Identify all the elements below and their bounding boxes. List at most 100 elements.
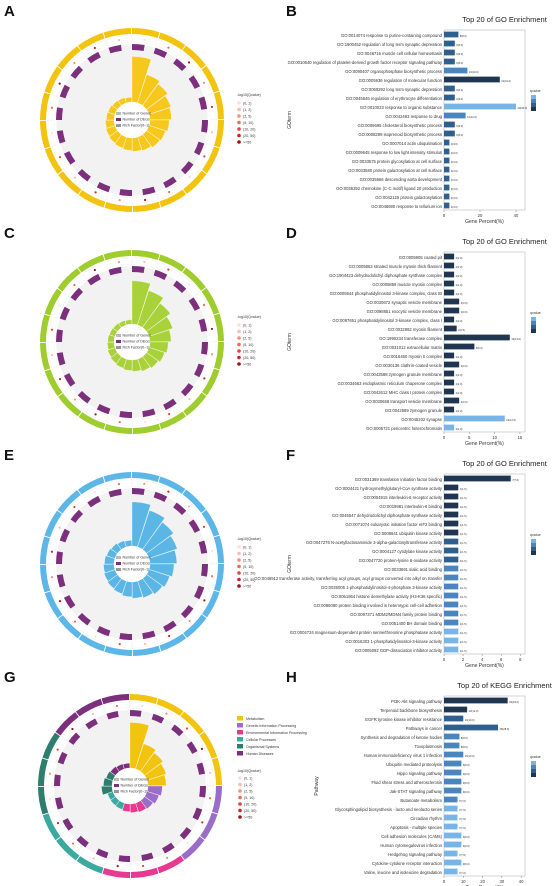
y-axis-label: GOterm	[287, 333, 293, 351]
term-label: GO:0033691 sialic acid binding	[384, 567, 443, 572]
bar-value-label: 9(9.0)	[463, 844, 470, 848]
outer-ring-segment	[103, 28, 132, 39]
term-label: Cell adhesion molecules (CAMs)	[381, 834, 442, 839]
bar	[444, 724, 498, 731]
chart-title: Top 20 of KEGG Enrichment	[457, 681, 553, 690]
outer-ring-segment	[78, 190, 106, 208]
deg-ring-segment	[63, 373, 76, 387]
term-label: GO:0035666 descending aorta development	[360, 177, 443, 182]
qvalue-dot	[118, 420, 121, 424]
bar	[444, 715, 464, 722]
bar	[444, 592, 459, 599]
outer-ring-segment	[40, 120, 51, 149]
deg-ring-segment	[194, 363, 205, 378]
deg-ring-segment	[59, 528, 70, 543]
qvalue-legend-dot	[237, 342, 241, 347]
x-axis-label: Gene Percent(%)	[465, 219, 504, 225]
bar-value-label: 1(1.5)	[460, 622, 467, 626]
outer-ring-segment	[201, 287, 220, 315]
deg-ring-segment	[87, 495, 101, 508]
bar	[444, 859, 462, 866]
deg-ring-segment	[56, 352, 66, 366]
circular-enrichment-plots: Number of Genes Number of DEGs Rich Factor…	[38, 28, 307, 878]
qvalue-dot	[58, 304, 61, 307]
qvalue-dot	[94, 413, 97, 416]
bar-value-label: 9(9.0)	[463, 772, 470, 776]
x-tick-label: 0	[443, 213, 446, 218]
bar-value-label: 2(2.0)	[456, 283, 463, 287]
bar-value-label: 3(3.0)	[451, 187, 458, 191]
bar-value-label: 8(8.0)	[460, 34, 467, 38]
qvalue-dot	[94, 191, 97, 194]
term-label: GO:0090407 organophosphate biosynthetic …	[345, 69, 442, 74]
qvalue-legend-dot	[237, 355, 241, 360]
center-legend: Number of Genes Number of DEGs Rich Factor…	[116, 112, 151, 128]
bar	[444, 706, 468, 713]
deg-ring-segment	[198, 318, 208, 332]
qvalue-legend-label: (2, 5)	[244, 789, 252, 793]
bar-value-label: 31(31.0)	[501, 79, 511, 83]
term-label: GO:0045202 synapse	[401, 417, 442, 422]
category-swatch	[237, 737, 243, 742]
deg-ring-segment	[95, 848, 109, 859]
plot-area	[443, 29, 526, 211]
deg-ring-segment	[77, 168, 91, 182]
qvalue-legend-title: -log10(Qvalue)	[237, 769, 261, 773]
term-label: Glycosphingolipid biosynthesis - lacto a…	[335, 807, 442, 812]
term-label: GO:0033580 protein galactosylation at ce…	[348, 168, 442, 173]
outer-ring-segment	[58, 171, 82, 195]
bar-value-label: 3(3.0)	[461, 364, 468, 368]
qvalue-dot	[56, 748, 59, 751]
bar-value-label: 9(9.0)	[463, 835, 470, 839]
colorbar-step	[531, 551, 536, 555]
deg-ring-segment	[56, 329, 63, 342]
qvalue-dot	[188, 619, 191, 623]
outer-ring-segment	[44, 369, 63, 397]
term-label: GO:0042589 zymogen granule	[385, 408, 443, 413]
deg-ring-segment	[171, 724, 184, 737]
bar-value-label: 3(3.0)	[451, 196, 458, 200]
term-label: GO:0004127 cytidylate kinase activity	[372, 549, 443, 554]
term-label: GO:0046716 muscle cell cellular homeosta…	[357, 51, 442, 56]
bar	[444, 289, 455, 296]
deg-ring-segment	[54, 797, 64, 810]
bar-value-label: 1(1.5)	[460, 568, 467, 572]
qvalue-dot	[165, 712, 168, 715]
qvalue-dot	[203, 599, 206, 602]
qvalue-dot	[71, 727, 74, 731]
bar	[444, 850, 458, 857]
bar	[444, 475, 511, 482]
outer-ring-segment	[183, 614, 207, 638]
bar	[444, 751, 464, 758]
qvalue-dot	[92, 857, 95, 860]
qvalue-legend-label: (0, 1)	[244, 776, 252, 780]
deg-ring-segment	[108, 44, 122, 54]
qvalue-dot	[208, 797, 212, 800]
qvalue-legend-label: (10, 20)	[243, 571, 255, 575]
deg-ring-segment	[142, 408, 156, 418]
bar	[444, 166, 450, 173]
bar-value-label: 1(1.5)	[460, 559, 467, 563]
x-tick-label: 10	[461, 879, 466, 884]
bar-value-label: 2(2.0)	[456, 319, 463, 323]
qvalue-dot	[93, 46, 96, 50]
term-label: GO:0030672 synaptic vesicle membrane	[366, 300, 442, 305]
category-label: Metabolism	[246, 717, 264, 721]
bar	[444, 193, 450, 200]
outer-ring-segment	[78, 634, 106, 652]
bar-value-label: 1(1.5)	[460, 550, 467, 554]
bar	[444, 769, 462, 776]
x-tick-label: 0	[443, 879, 446, 884]
qvalue-dot	[58, 526, 61, 529]
term-label: GO:0030658 transport vesicle membrane	[365, 399, 442, 404]
outer-ring-segment	[211, 757, 222, 786]
center-legend-swatch	[114, 784, 119, 787]
bar	[444, 325, 457, 332]
qvalue-dot	[73, 620, 77, 623]
qvalue-legend-label: (5, 10)	[244, 796, 254, 800]
bar-value-label: 6(6.0)	[456, 124, 463, 128]
qvalue-dot	[187, 61, 191, 64]
qvalue-legend-label: >=50	[243, 362, 251, 366]
deg-ring-segment	[56, 130, 66, 144]
